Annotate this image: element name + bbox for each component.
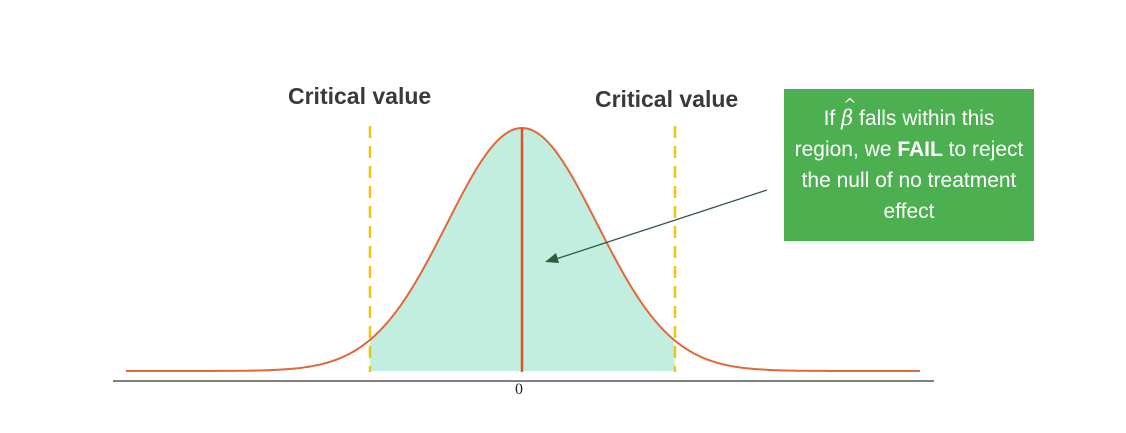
callout-text-part1: falls within this region, we bbox=[794, 107, 995, 161]
beta-symbol: β bbox=[841, 106, 854, 130]
beta-hat-symbol: β ^ bbox=[841, 95, 856, 134]
callout-emphasis: FAIL bbox=[897, 138, 943, 161]
callout-prefix: If bbox=[823, 107, 836, 130]
critical-value-label-right: Critical value bbox=[595, 86, 739, 112]
callout-text-part2: to reject the null of no treatment effec… bbox=[801, 138, 1024, 223]
callout-arrow bbox=[555, 189, 768, 260]
axis-zero-label: 0 bbox=[515, 381, 523, 398]
callout-box bbox=[784, 89, 1034, 241]
hat-accent: ^ bbox=[843, 95, 857, 114]
critical-value-label-left: Critical value bbox=[288, 83, 432, 109]
callout-text: If β ^ falls within this region, we FAIL … bbox=[784, 89, 1034, 241]
callout-arrow-head bbox=[545, 253, 559, 263]
